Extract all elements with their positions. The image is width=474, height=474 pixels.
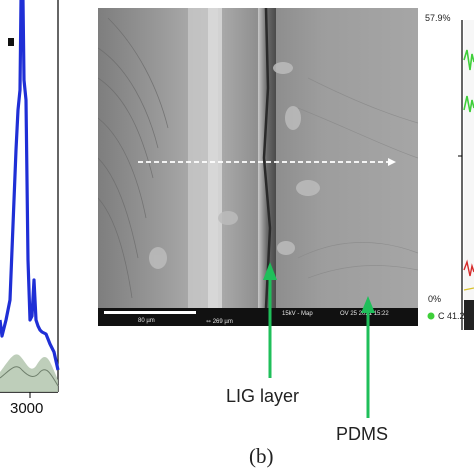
eds-legend-dot: [427, 312, 435, 320]
lig-layer-label: LIG layer: [226, 386, 300, 406]
spectrum-panel: [0, 0, 80, 420]
eds-bottom-value: 0%: [428, 294, 442, 304]
eds-red-trace: [463, 259, 474, 277]
pdms-label: PDMS: [336, 424, 389, 444]
sem-scale-bar: [104, 311, 196, 314]
sem-scale-label: 80 µm: [138, 318, 155, 324]
pdms-arrow-head: [361, 296, 375, 313]
sem-date-label: OV 25 2021 15:22: [340, 311, 389, 317]
eds-panel: [420, 0, 474, 360]
eds-right-edge: [464, 20, 474, 330]
lig-arrow-head: [263, 262, 277, 280]
spectrum-fill-band: [0, 354, 58, 392]
sem-fov-label: ⇿ 269 µm: [206, 318, 233, 325]
eds-green-trace-2: [463, 95, 474, 113]
sem-fov-value: 269 µm: [212, 319, 233, 325]
scan-line-arrow: [388, 158, 396, 166]
eds-green-trace: [463, 49, 474, 71]
eds-dark-strip: [464, 300, 474, 330]
sem-acquisition-label: 15kV - Map: [282, 311, 313, 317]
eds-yellow-trace: [463, 287, 474, 291]
spectrum-thin-trace: [0, 366, 59, 387]
sem-image: [98, 8, 418, 326]
panel-label: (b): [249, 444, 274, 468]
sem-fov-icon: ⇿: [206, 319, 212, 325]
spectrum-main-trace: [0, 0, 60, 371]
spectrum-corner-mark: [8, 38, 14, 46]
eds-top-value: 57.9%: [425, 13, 451, 23]
eds-legend-label: C 41.2%: [438, 311, 473, 321]
spectrum-x-tick-label: 3000: [10, 400, 44, 417]
